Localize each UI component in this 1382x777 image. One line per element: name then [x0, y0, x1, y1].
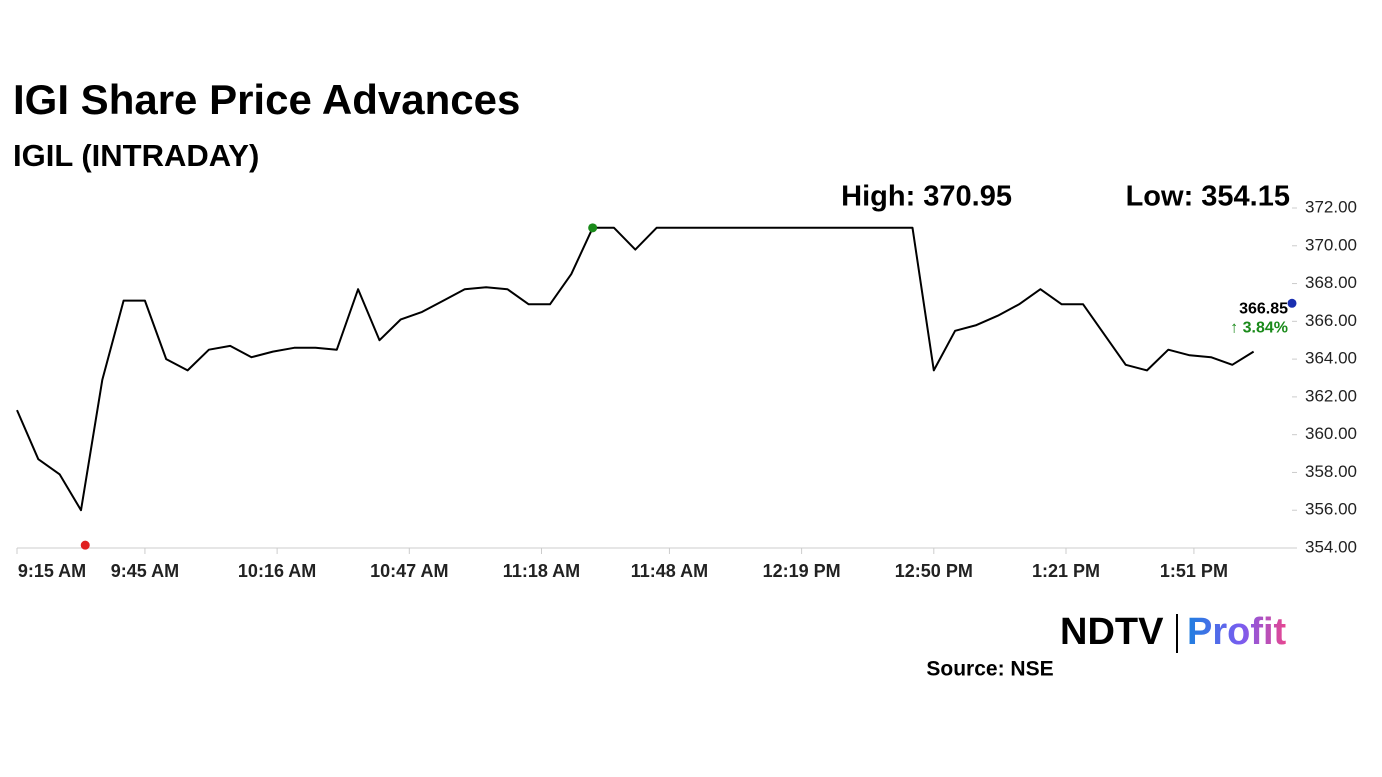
- plot-area: 354.00 356.00 358.00 360.00 362.00 364.00 366.…: [16, 197, 1357, 581]
- y-tick-label: 368.00: [1305, 273, 1357, 292]
- chart-title: IGI Share Price Advances: [13, 76, 520, 123]
- change-label: ↑ 3.84%: [1230, 319, 1288, 336]
- y-tick-label: 372.00: [1305, 197, 1357, 216]
- chart-subtitle: IGIL (INTRADAY): [13, 138, 259, 173]
- low-marker: [80, 540, 90, 550]
- y-tick-label: 360.00: [1305, 424, 1357, 443]
- x-tick-label: 10:47 AM: [370, 561, 448, 581]
- logo-brand: NDTV: [1060, 611, 1164, 653]
- source: Source: NSE: [926, 658, 1053, 681]
- price-line: [16, 226, 1255, 512]
- y-tick-label: 370.00: [1305, 235, 1357, 254]
- y-tick-label: 366.00: [1305, 311, 1357, 330]
- x-tick-label: 11:48 AM: [631, 561, 708, 581]
- x-tick-label: 10:16 AM: [238, 561, 316, 581]
- x-tick-label: 12:50 PM: [895, 561, 973, 581]
- last-price-label: 366.85: [1239, 300, 1288, 317]
- x-tick-label: 12:19 PM: [763, 561, 841, 581]
- x-tick-label: 1:21 PM: [1032, 561, 1100, 581]
- logo-product: Profit: [1187, 611, 1287, 653]
- y-tick-label: 356.00: [1305, 500, 1357, 519]
- x-tick-label: 9:45 AM: [111, 561, 179, 581]
- y-tick-label: 362.00: [1305, 386, 1357, 405]
- y-tick-label: 354.00: [1305, 537, 1357, 556]
- y-tick-label: 358.00: [1305, 462, 1357, 481]
- x-tick-label: 9:15 AM: [18, 561, 86, 581]
- y-tick-label: 364.00: [1305, 349, 1357, 368]
- last-marker: [1287, 298, 1297, 308]
- high-marker: [588, 223, 598, 233]
- low-label: Low: 354.15: [1126, 181, 1290, 213]
- x-tick-label: 1:51 PM: [1160, 561, 1228, 581]
- high-label: High: 370.95: [841, 181, 1012, 213]
- x-tick-label: 11:18 AM: [503, 561, 580, 581]
